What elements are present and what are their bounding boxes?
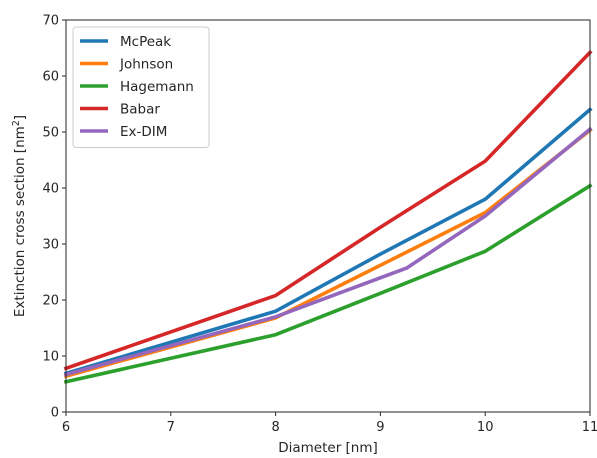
y-tick-label: 70 (42, 14, 59, 29)
plot-frame (65, 19, 591, 413)
legend-label-hagemann: Hagemann (120, 79, 194, 95)
x-tick-label: 8 (271, 420, 279, 435)
x-tick-label: 7 (167, 420, 175, 435)
series-lines (63, 49, 593, 384)
legend-label-ex-dim: Ex-DIM (120, 124, 167, 140)
series-line-mcpeak (63, 107, 593, 376)
legend: McPeak Johnson Hagemann Babar Ex-DIM (72, 26, 210, 148)
y-axis-label-close: ] (12, 115, 28, 120)
y-tick-label: 20 (42, 294, 59, 309)
series-line-ex-dim (63, 126, 593, 377)
y-tick-label: 30 (42, 238, 59, 253)
x-tick-label: 11 (582, 420, 597, 435)
y-tick-label: 50 (42, 126, 59, 141)
y-axis-label: Extinction cross section [nm2] (11, 115, 29, 317)
y-axis-label-superscript: 2 (11, 120, 22, 126)
x-axis-label: Diameter [nm] (278, 440, 378, 456)
legend-label-mcpeak: McPeak (120, 34, 171, 50)
series-line-babar (63, 49, 593, 371)
x-tick-label: 10 (477, 420, 494, 435)
y-axis-label-text: Extinction cross section [nm (12, 126, 28, 317)
x-tick-label: 9 (376, 420, 384, 435)
x-tick-label: 6 (62, 420, 70, 435)
y-tick-label: 10 (42, 350, 59, 365)
legend-box (72, 26, 210, 148)
legend-label-babar: Babar (120, 102, 160, 118)
series-line-hagemann (63, 183, 593, 384)
y-tick-label: 0 (51, 406, 59, 421)
axis-ticks: 6 7 8 9 10 11 0 10 20 30 40 50 60 70 (42, 14, 597, 436)
y-tick-label: 40 (42, 182, 59, 197)
y-tick-label: 60 (42, 70, 59, 85)
legend-label-johnson: Johnson (119, 57, 173, 73)
